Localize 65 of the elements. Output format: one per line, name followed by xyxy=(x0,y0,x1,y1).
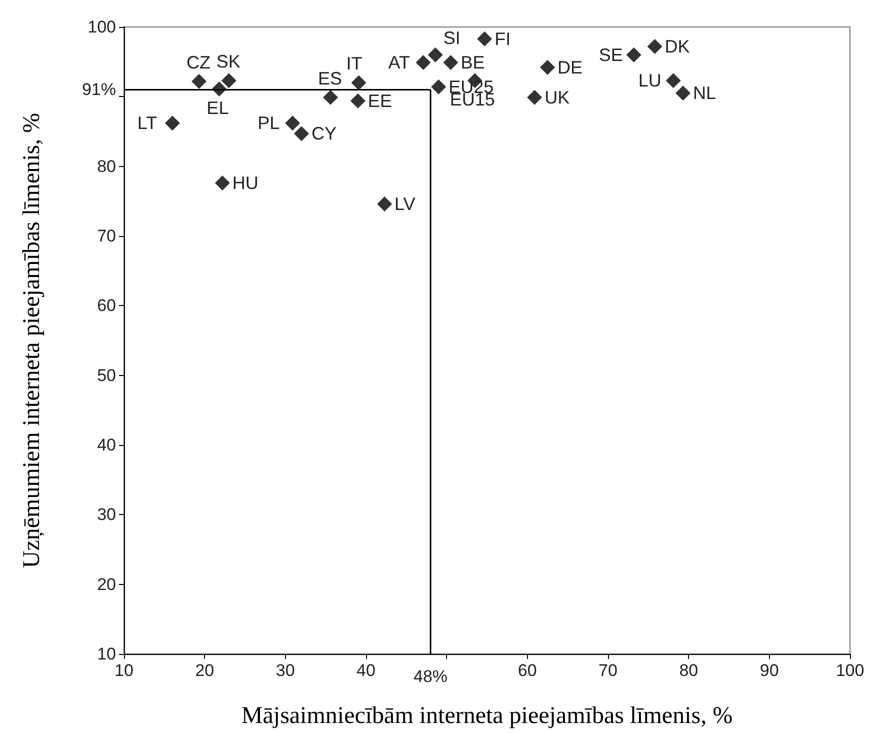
annotation: BE xyxy=(460,52,485,73)
point xyxy=(477,31,492,46)
ref-line-label: 48% xyxy=(414,667,448,686)
annotation: SK xyxy=(216,52,240,72)
annotation: ES xyxy=(318,68,342,88)
annotation: IT xyxy=(346,54,362,74)
point xyxy=(294,126,309,142)
point xyxy=(192,74,207,89)
y-tick-label: 60 xyxy=(97,296,116,316)
y-tick-label: 80 xyxy=(97,156,116,176)
annotation: NL xyxy=(693,83,716,104)
x-tick-label: 100 xyxy=(836,661,864,680)
x-tick-label: 90 xyxy=(760,661,779,680)
point xyxy=(351,75,366,90)
point xyxy=(540,60,555,75)
annotation: DE xyxy=(558,57,583,78)
ref-line-label: 91% xyxy=(82,80,116,100)
annotation: UK xyxy=(544,87,570,108)
annotation: LV xyxy=(394,194,416,214)
x-tick-label: 80 xyxy=(679,661,698,680)
point xyxy=(647,39,662,54)
y-tick-label: 40 xyxy=(97,436,116,454)
point xyxy=(666,73,681,88)
point xyxy=(164,116,180,131)
annotation: SI xyxy=(443,28,460,48)
annotation: DK xyxy=(664,36,690,57)
annotation: HU xyxy=(232,173,258,194)
y-tick-label: 50 xyxy=(97,366,116,385)
annotation: EE xyxy=(368,90,392,111)
annotation: LT xyxy=(137,113,158,134)
point xyxy=(443,55,458,70)
point xyxy=(323,90,338,105)
x-tick-label: 10 xyxy=(114,661,134,680)
x-tick-label: 20 xyxy=(195,661,214,680)
point xyxy=(431,79,446,94)
y-tick-label: 20 xyxy=(97,574,116,594)
x-tick-label: 60 xyxy=(518,661,537,680)
point xyxy=(214,176,230,191)
point xyxy=(527,90,542,105)
annotation: AT xyxy=(388,52,410,73)
point xyxy=(676,86,691,101)
x-axis-title: Mājsaimniecībām interneta pieejamības līmenis, % xyxy=(241,703,733,729)
point xyxy=(212,82,227,97)
x-tick-label: 70 xyxy=(598,661,618,680)
point xyxy=(416,55,431,70)
y-tick-label: 70 xyxy=(97,226,116,246)
point xyxy=(377,196,392,212)
annotation: SE xyxy=(598,44,623,65)
y-tick-label: 10 xyxy=(97,644,116,664)
annotation: LU xyxy=(638,70,662,91)
point xyxy=(350,93,366,108)
point xyxy=(221,73,236,88)
annotation: FI xyxy=(494,28,511,49)
y-tick-label: 30 xyxy=(97,505,116,524)
point xyxy=(626,47,642,62)
y-axis-title: Uzņēmumiem interneta pieejamības līmenis, % xyxy=(19,112,45,568)
x-tick-label: 30 xyxy=(276,661,295,680)
point xyxy=(428,47,443,62)
annotation: EL xyxy=(206,98,229,118)
annotation: PL xyxy=(258,113,280,134)
point xyxy=(285,116,300,131)
x-tick-label: 40 xyxy=(356,661,376,680)
y-tick-label: 100 xyxy=(88,18,116,36)
annotation: CY xyxy=(311,124,336,144)
annotation: CZ xyxy=(186,52,211,72)
